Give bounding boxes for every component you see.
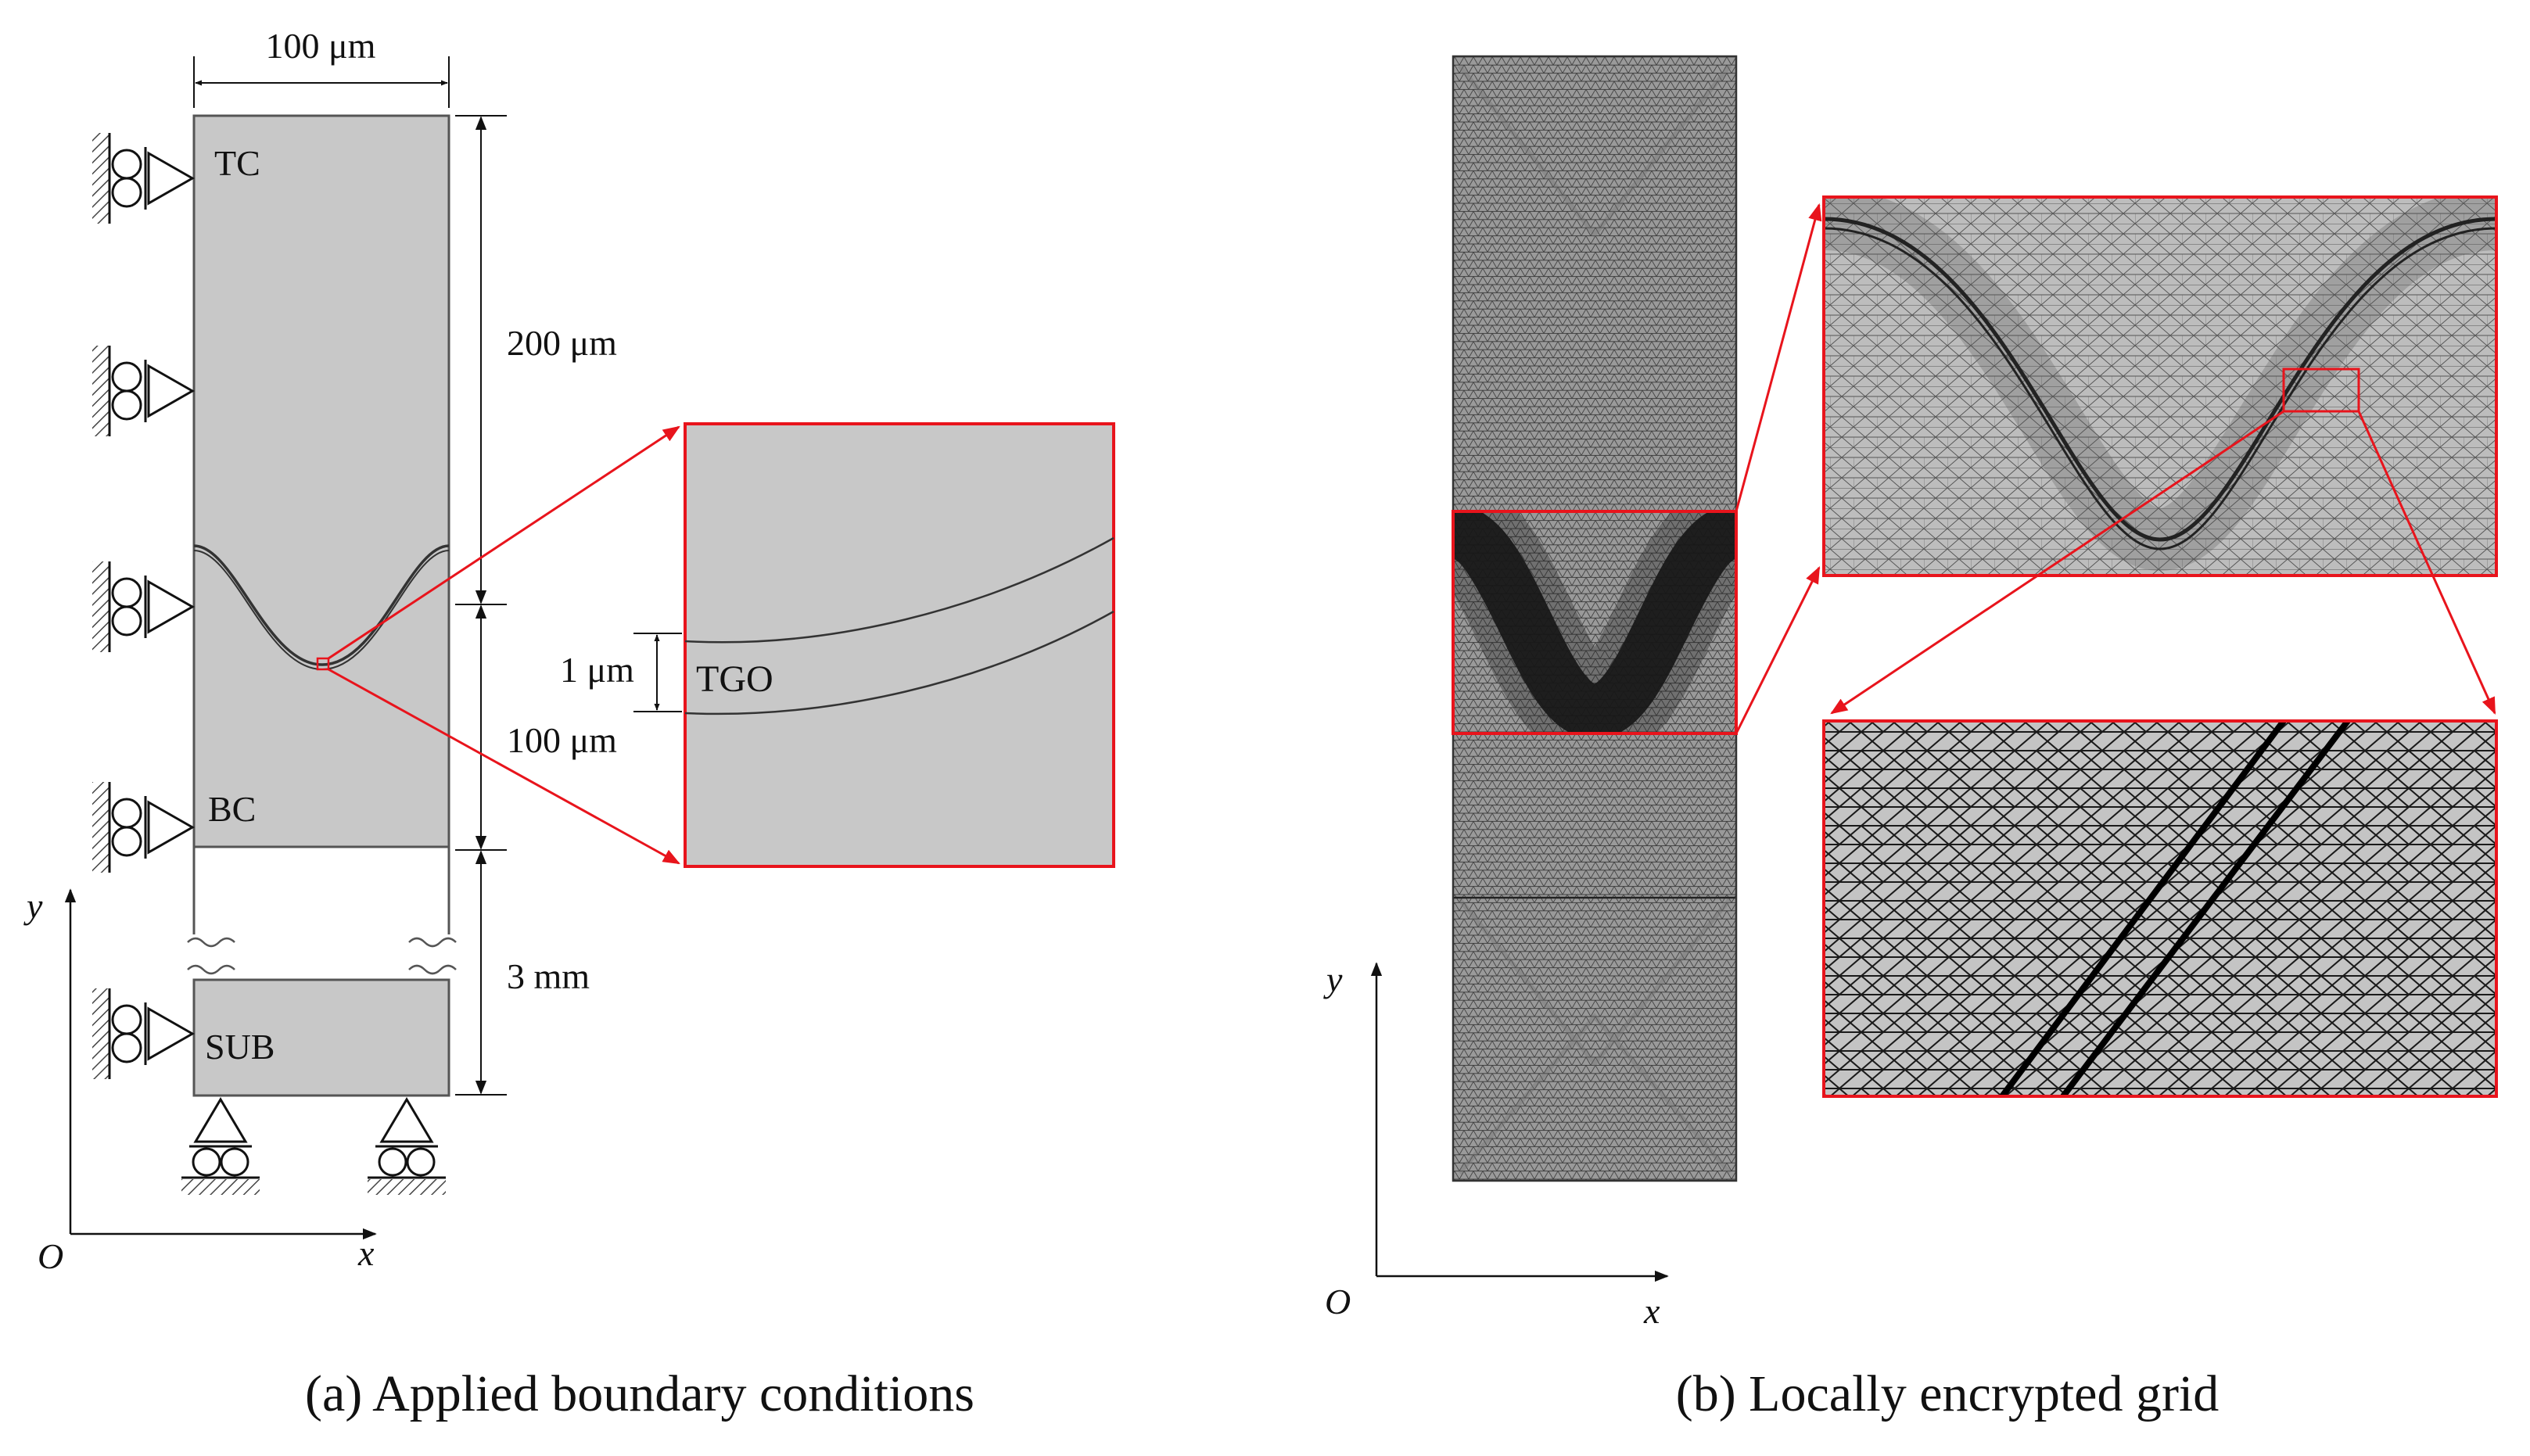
- mesh-inset-2-outline: [1822, 719, 2498, 1098]
- left-roller-support: [92, 133, 196, 224]
- mesh-inset-1-pattern: [1824, 197, 2496, 576]
- zoom-region-marker: [316, 657, 330, 671]
- caption-b: (b) Locally encrypted grid: [1676, 1365, 2220, 1422]
- tgo-inset-upper-line: [684, 536, 1114, 644]
- tc-label: TC: [214, 143, 260, 183]
- left-roller-support: [92, 988, 196, 1079]
- panel-b: y x O (b) Locally encrypted grid: [1323, 55, 2498, 1422]
- bottom-supports: [181, 1097, 446, 1195]
- tgo-inset-lower-line: [684, 610, 1114, 715]
- sub-label: SUB: [205, 1027, 275, 1067]
- break-mark-right: [408, 937, 457, 975]
- b-x-axis-label: x: [1643, 1291, 1660, 1331]
- bottom-roller-support: [181, 1097, 260, 1195]
- bc-label: BC: [208, 789, 256, 829]
- left-roller-support: [92, 346, 196, 436]
- mesh-inset-1-outline: [1822, 195, 2498, 577]
- dense-mesh-region: [1453, 511, 1736, 733]
- y-axis-label: y: [23, 886, 43, 926]
- mesh-zoom-line-bottom: [1735, 566, 1821, 734]
- left-supports: [92, 133, 196, 1079]
- caption-a: (a) Applied boundary conditions: [305, 1365, 974, 1422]
- mesh-refinement-hints: [1457, 64, 1732, 1174]
- mesh-inset-2-pattern: [1824, 721, 2496, 1096]
- tgo-label: TGO: [696, 658, 773, 700]
- origin-label: O: [38, 1236, 63, 1276]
- mesh-zoom-box: [1452, 510, 1738, 735]
- b-origin-label: O: [1325, 1282, 1351, 1322]
- panel-a: 100 μm 200 μm 100 μm 3 mm TC BC SUB y x …: [23, 26, 1115, 1422]
- zoom-line-top: [328, 425, 680, 660]
- mesh-zoom2-line-left: [1830, 410, 2284, 715]
- mesh-inset-1-zoom-box: [2282, 368, 2360, 413]
- x-axis-label: x: [357, 1233, 375, 1273]
- mesh-zoom2-line-right: [2357, 411, 2496, 715]
- tc-bc-layer: [192, 114, 450, 848]
- tgo-thickness-label: 1 μm: [560, 650, 634, 690]
- mesh-inset-1-curve: [1824, 197, 2496, 572]
- left-roller-support: [92, 782, 196, 873]
- break-mark-left: [187, 937, 235, 975]
- left-roller-support: [92, 561, 196, 652]
- tgo-inset: [684, 422, 1115, 868]
- b-y-axis-label: y: [1323, 959, 1343, 999]
- height-dimensions: [455, 115, 507, 1096]
- sub-upper-edge: [192, 847, 450, 934]
- sub-height-label: 3 mm: [507, 956, 590, 996]
- break-gap: [188, 934, 455, 980]
- sub-layer: [192, 978, 450, 1097]
- bc-height-label: 100 μm: [507, 720, 617, 760]
- tc-height-label: 200 μm: [507, 323, 617, 363]
- zoom-line-bottom: [328, 668, 680, 865]
- tgo-interface: [194, 544, 449, 666]
- mesh-zoom-line-top: [1735, 203, 1822, 512]
- mesh-inset-2-tgo: [1999, 721, 2351, 1096]
- bottom-roller-support: [368, 1097, 446, 1195]
- width-label: 100 μm: [266, 26, 376, 66]
